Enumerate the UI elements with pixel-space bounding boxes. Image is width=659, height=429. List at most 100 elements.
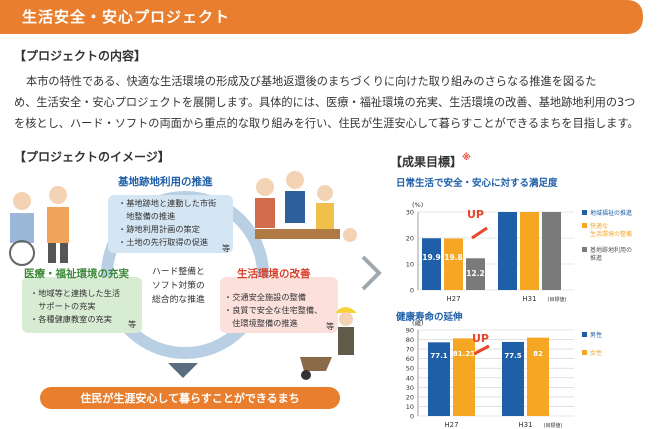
medical-item: サポートの充実 [30, 301, 96, 311]
body-text: 本市の特性である、快適な生活環境の形成及び基地返還後のまちづくりに向けた取り組み… [14, 71, 650, 134]
legend-label: 快適な [590, 222, 608, 230]
medical-title: 医療・福祉環境の充実 [24, 268, 129, 280]
y-tick-label: 40 [406, 374, 414, 382]
bar [520, 212, 539, 290]
legend-swatch [582, 332, 587, 337]
base-item: 地整備の推進 [118, 211, 176, 221]
body-line: め、生活安全・安心プロジェクトを展開します。具体的には、医療・福祉環境の充実、生… [14, 96, 636, 109]
medical-etc: 等 [128, 319, 137, 329]
bar [466, 258, 485, 290]
living-item: ・交通安全施設の整備 [224, 292, 306, 302]
bar [542, 212, 561, 290]
bar [453, 338, 475, 416]
center-text: ソフト対策の [152, 281, 205, 291]
bar [527, 337, 549, 416]
legend-swatch [582, 210, 587, 215]
legend-swatch [582, 247, 587, 252]
footer-pill [40, 387, 340, 409]
results-heading: 【成果目標】※ [390, 153, 471, 170]
up-label: UP [467, 208, 484, 221]
legend-swatch [582, 350, 587, 355]
x-tick-label: H31 [518, 421, 532, 429]
base-item: ・基地跡地と連動した市街 [118, 198, 217, 208]
legend-label: 男性 [590, 331, 602, 339]
worker-illustration [300, 307, 357, 380]
chevron-right-icon [361, 255, 382, 291]
x-tick-label: H27 [444, 421, 458, 429]
y-tick-label: 0 [410, 287, 414, 295]
bar [502, 341, 524, 416]
base-box [108, 195, 233, 253]
bar [498, 212, 517, 290]
legend-swatch [582, 223, 587, 228]
bar [428, 342, 450, 416]
legend-label: 女性 [590, 349, 602, 357]
medical-item: ・地域等と連携した生活 [30, 288, 121, 298]
medical-box [22, 277, 142, 333]
up-arrow-icon [471, 226, 488, 240]
y-tick-label: 90 [406, 327, 414, 335]
up-arrow-icon [473, 344, 490, 356]
data-label: 81.23 [453, 350, 475, 358]
living-title: 生活環境の改善 [237, 268, 311, 280]
header-bar [0, 0, 643, 34]
base-item: ・跡地利用計画の策定 [118, 224, 200, 234]
y-tick-label: 10 [406, 261, 414, 269]
satisfaction-chart: (%) 0 10 20 30 19.9 19.812.2 H27 H31 (目標値) UP 地域福祉の… [406, 201, 632, 303]
results-mark: ※ [462, 153, 471, 163]
y-tick-label: 30 [406, 384, 414, 392]
bar [422, 238, 441, 290]
legend-label: 推進 [590, 254, 602, 262]
data-label: 82 [533, 350, 543, 358]
y-tick-label: 60 [406, 355, 414, 363]
body-line: を核とし、ハード・ソフトの両面から重点的な取り組みを行い、住民が生涯安心して暮ら… [14, 117, 639, 130]
living-etc: 等 [326, 321, 335, 331]
y-axis-unit: (歳) [412, 320, 424, 327]
legend-label: 生活環境の整備 [590, 230, 632, 238]
elderly-care-illustration [9, 186, 69, 266]
y-tick-label: 70 [406, 346, 414, 354]
y-tick-label: 50 [406, 365, 414, 373]
project-diagram [9, 171, 357, 409]
x-tick-note: (目標値) [548, 296, 567, 303]
section-heading-image: 【プロジェクトのイメージ】 [14, 150, 170, 164]
data-label: 77.5 [504, 352, 521, 360]
x-tick-label: H31 [522, 295, 536, 303]
data-label: 12.2 [466, 269, 485, 278]
base-etc: 等 [222, 243, 231, 253]
y-tick-label: 80 [406, 336, 414, 344]
body-line: 本市の特性である、快適な生活環境の形成及び基地返還後のまちづくりに向けた取り組み… [26, 75, 597, 88]
section-heading-content: 【プロジェクトの内容】 [14, 49, 147, 63]
x-tick-label: H27 [446, 295, 460, 303]
y-tick-label: 0 [410, 413, 414, 421]
base-title: 基地跡地利用の推進 [118, 176, 213, 188]
y-tick-label: 20 [406, 235, 414, 243]
y-tick-label: 30 [406, 209, 414, 217]
center-text: 総合的な推進 [152, 295, 205, 305]
base-item: ・土地の先行取得の促進 [118, 237, 209, 247]
bar [444, 238, 463, 290]
up-label: UP [472, 332, 489, 345]
page-title: 生活安全・安心プロジェクト [22, 8, 231, 26]
living-item: ・良質で安全な住宅整備、 [224, 305, 323, 315]
down-arrow-icon [168, 363, 198, 378]
chart2-title: 健康寿命の延伸 [396, 312, 463, 323]
center-text: ハード整備と [152, 267, 205, 277]
y-tick-label: 10 [406, 403, 414, 411]
data-label: 19.9 [422, 253, 441, 262]
results-heading-text: 【成果目標】 [390, 155, 463, 169]
y-tick-label: 20 [406, 393, 414, 401]
chart1-title: 日常生活で安全・安心に対する満足度 [396, 178, 558, 189]
family-illustration [255, 171, 357, 242]
legend-label: 地域福祉の推進 [590, 209, 632, 217]
footer-text: 住民が生涯安心して暮らすことができるまち [80, 392, 300, 405]
y-axis-unit: (%) [412, 201, 423, 209]
data-label: 77.1 [430, 352, 447, 360]
x-tick-note: (目標値) [544, 422, 563, 429]
medical-item: ・各種健康教室の充実 [30, 314, 112, 324]
living-box [220, 277, 338, 333]
living-item: 住環境整備の推進 [224, 318, 298, 328]
legend-label: 基地跡地利用の [590, 246, 632, 254]
data-label: 19.8 [444, 253, 463, 262]
